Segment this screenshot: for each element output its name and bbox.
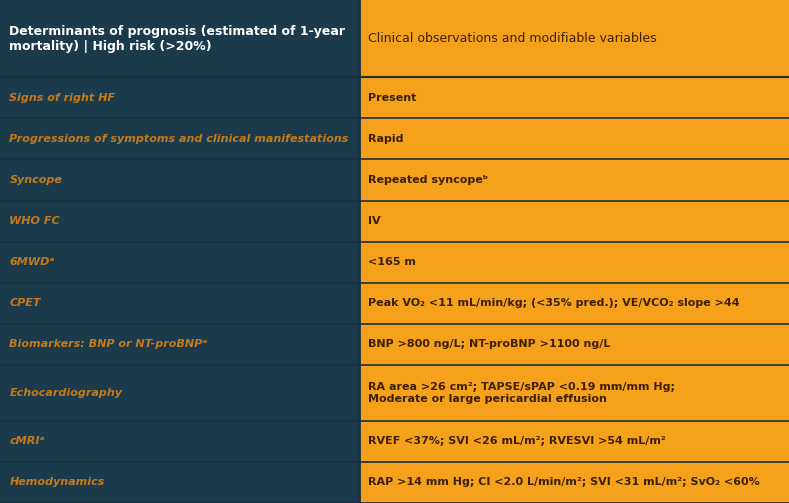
Text: IV: IV [368,216,381,226]
Bar [0,0,359,77]
Bar [359,462,789,503]
Bar [0,283,359,324]
Bar [359,201,789,241]
Bar [0,421,359,462]
Bar [0,324,359,365]
Text: CPET: CPET [9,298,41,308]
Bar [359,283,789,324]
Bar [359,241,789,283]
Text: <165 m: <165 m [368,257,417,267]
Text: Echocardiography: Echocardiography [9,388,122,398]
Bar [359,118,789,159]
Text: Syncope: Syncope [9,175,62,185]
Text: Determinants of prognosis (estimated of 1-year
mortality) | High risk (>20%): Determinants of prognosis (estimated of … [9,25,346,53]
Text: WHO FC: WHO FC [9,216,60,226]
Text: BNP >800 ng/L; NT-proBNP >1100 ng/L: BNP >800 ng/L; NT-proBNP >1100 ng/L [368,340,611,349]
Text: Rapid: Rapid [368,134,404,144]
Text: Repeated syncopeᵇ: Repeated syncopeᵇ [368,175,488,185]
Bar [359,365,789,421]
Text: cMRIᵃ: cMRIᵃ [9,437,45,446]
Bar [0,241,359,283]
Text: Progressions of symptoms and clinical manifestations: Progressions of symptoms and clinical ma… [9,134,349,144]
Text: 6MWDᵃ: 6MWDᵃ [9,257,55,267]
Bar [0,462,359,503]
Text: RAP >14 mm Hg; CI <2.0 L/min/m²; SVI <31 mL/m²; SvO₂ <60%: RAP >14 mm Hg; CI <2.0 L/min/m²; SVI <31… [368,477,761,487]
Text: RA area >26 cm²; TAPSE/sPAP <0.19 mm/mm Hg;
Moderate or large pericardial effusi: RA area >26 cm²; TAPSE/sPAP <0.19 mm/mm … [368,382,675,403]
Bar [0,365,359,421]
Text: Present: Present [368,93,417,103]
Text: RVEF <37%; SVI <26 mL/m²; RVESVI >54 mL/m²: RVEF <37%; SVI <26 mL/m²; RVESVI >54 mL/… [368,437,666,446]
Text: Hemodynamics: Hemodynamics [9,477,105,487]
Bar [359,77,789,118]
Bar [0,118,359,159]
Text: Clinical observations and modifiable variables: Clinical observations and modifiable var… [368,32,657,45]
Bar [0,77,359,118]
Bar [359,421,789,462]
Bar [0,159,359,201]
Text: Biomarkers: BNP or NT-proBNPᵃ: Biomarkers: BNP or NT-proBNPᵃ [9,340,208,349]
Bar [359,0,789,77]
Bar [359,324,789,365]
Text: Peak VO₂ <11 mL/min/kg; (<35% pred.); VE/VCO₂ slope >44: Peak VO₂ <11 mL/min/kg; (<35% pred.); VE… [368,298,740,308]
Bar [359,159,789,201]
Bar [0,201,359,241]
Text: Signs of right HF: Signs of right HF [9,93,115,103]
